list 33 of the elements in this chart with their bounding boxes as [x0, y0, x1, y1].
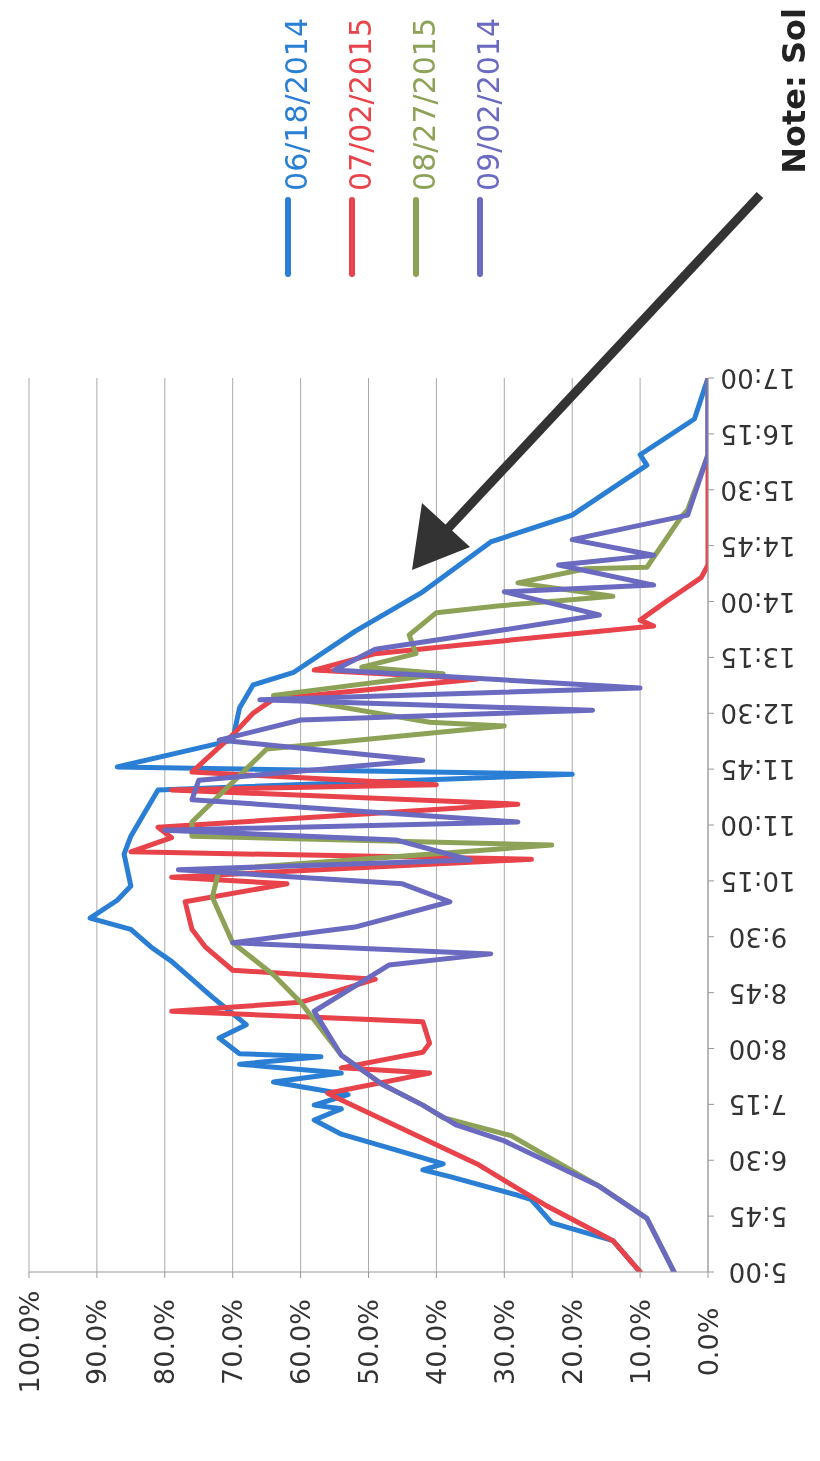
y-tick-label: 11:45	[720, 754, 796, 785]
y-tick-label: 17:00	[720, 363, 796, 393]
y-tick-label: 8:00	[728, 1033, 788, 1064]
x-tick-label: 100.0%	[13, 1290, 45, 1394]
y-tick-label: 5:45	[728, 1201, 788, 1232]
y-tick-label: 16:15	[720, 418, 796, 449]
text: Note: Sol	[775, 8, 813, 174]
y-tick-label: 14:00	[720, 586, 796, 617]
y-tick-label: 7:15	[728, 1089, 788, 1120]
text: 07/02/2015	[343, 18, 378, 191]
x-tick-label: 90.0%	[81, 1299, 113, 1385]
x-tick-label: 10.0%	[624, 1299, 656, 1385]
x-tick-label: 40.0%	[420, 1299, 452, 1385]
y-tick-label: 14:45	[720, 530, 796, 561]
x-tick-label: 50.0%	[353, 1299, 384, 1385]
y-tick-label: 6:30	[728, 1145, 788, 1176]
y-tick-label: 12:30	[720, 698, 796, 729]
y-tick-label: 5:00	[728, 1257, 788, 1287]
text: 09/02/2014	[471, 18, 506, 191]
x-tick-label: 30.0%	[488, 1299, 520, 1385]
y-tick-label: 13:15	[720, 642, 796, 673]
y-tick-label: 11:00	[720, 810, 796, 840]
x-tick-label: 70.0%	[217, 1299, 249, 1385]
x-tick-label: 60.0%	[285, 1299, 317, 1385]
x-tick-label: 80.0%	[149, 1299, 181, 1385]
y-tick-label: 10:15	[720, 865, 796, 896]
text: 08/27/2015	[407, 18, 442, 191]
y-tick-label: 8:45	[728, 977, 788, 1008]
x-tick-label: 20.0%	[556, 1299, 588, 1385]
y-tick-label: 9:30	[728, 921, 788, 952]
text: 06/18/2014	[279, 18, 314, 191]
x-tick-label: 0.0%	[692, 1307, 724, 1377]
y-tick-label: 15:30	[720, 474, 796, 505]
